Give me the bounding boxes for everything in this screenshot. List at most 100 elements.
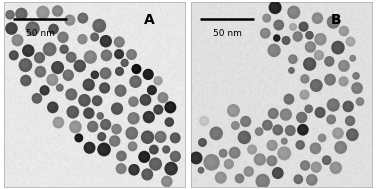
Circle shape: [99, 118, 112, 132]
Circle shape: [196, 166, 206, 175]
Circle shape: [127, 140, 139, 153]
Circle shape: [240, 133, 247, 141]
Circle shape: [294, 33, 300, 39]
Circle shape: [247, 144, 257, 155]
Circle shape: [279, 107, 293, 122]
Circle shape: [26, 21, 40, 36]
Circle shape: [58, 43, 70, 55]
Circle shape: [321, 154, 333, 167]
Circle shape: [128, 141, 138, 151]
Text: 50 nm: 50 nm: [212, 29, 241, 38]
Circle shape: [165, 117, 174, 127]
Circle shape: [226, 161, 231, 167]
Circle shape: [91, 70, 99, 79]
Circle shape: [95, 21, 103, 29]
Circle shape: [34, 52, 45, 64]
Circle shape: [115, 67, 124, 76]
Circle shape: [50, 60, 65, 75]
Circle shape: [83, 107, 94, 119]
Circle shape: [312, 49, 325, 62]
Circle shape: [280, 35, 292, 46]
Circle shape: [201, 118, 206, 123]
Circle shape: [279, 136, 289, 146]
Circle shape: [92, 72, 97, 77]
Circle shape: [79, 15, 85, 21]
Circle shape: [84, 50, 97, 64]
Circle shape: [291, 24, 295, 29]
Circle shape: [227, 145, 242, 160]
Circle shape: [22, 44, 35, 57]
Circle shape: [326, 14, 341, 30]
Circle shape: [78, 94, 91, 107]
Text: 50 nm: 50 nm: [26, 29, 55, 38]
Circle shape: [192, 154, 199, 161]
Circle shape: [20, 75, 32, 86]
Circle shape: [300, 23, 306, 29]
Circle shape: [100, 48, 113, 62]
Circle shape: [326, 114, 336, 125]
Circle shape: [164, 162, 178, 176]
Circle shape: [4, 21, 19, 36]
Circle shape: [324, 157, 329, 163]
Circle shape: [252, 152, 267, 167]
Circle shape: [330, 39, 346, 56]
Circle shape: [309, 78, 324, 93]
Circle shape: [300, 160, 310, 171]
Circle shape: [141, 153, 147, 160]
Circle shape: [242, 165, 255, 178]
Circle shape: [298, 114, 305, 120]
Circle shape: [233, 172, 246, 185]
Circle shape: [262, 120, 273, 131]
Circle shape: [8, 24, 14, 31]
Circle shape: [100, 67, 112, 79]
Circle shape: [64, 87, 79, 102]
Circle shape: [254, 153, 266, 166]
Circle shape: [53, 117, 64, 129]
Circle shape: [156, 91, 170, 104]
Circle shape: [308, 141, 323, 156]
Circle shape: [59, 44, 69, 54]
Circle shape: [246, 168, 251, 174]
Circle shape: [264, 15, 269, 20]
Circle shape: [114, 36, 125, 48]
Circle shape: [282, 92, 296, 106]
Circle shape: [149, 157, 162, 171]
Circle shape: [99, 34, 113, 49]
Circle shape: [142, 96, 148, 103]
Circle shape: [282, 36, 291, 45]
Circle shape: [155, 131, 167, 143]
Circle shape: [314, 15, 320, 21]
Circle shape: [212, 129, 219, 137]
Circle shape: [76, 33, 89, 46]
Circle shape: [326, 97, 341, 113]
Circle shape: [272, 167, 284, 179]
Circle shape: [323, 72, 337, 87]
Circle shape: [102, 121, 108, 127]
Circle shape: [299, 90, 309, 100]
Circle shape: [113, 126, 119, 132]
Circle shape: [68, 91, 74, 97]
Circle shape: [159, 94, 165, 100]
Circle shape: [353, 84, 360, 91]
Circle shape: [11, 52, 16, 58]
Circle shape: [49, 104, 56, 110]
Circle shape: [198, 115, 211, 127]
Circle shape: [264, 122, 270, 128]
Circle shape: [83, 78, 95, 91]
Circle shape: [86, 144, 92, 151]
Circle shape: [39, 85, 50, 96]
Circle shape: [318, 134, 326, 142]
Circle shape: [65, 51, 78, 64]
Circle shape: [337, 143, 344, 150]
Circle shape: [233, 123, 238, 128]
Circle shape: [280, 149, 288, 157]
Circle shape: [92, 19, 106, 33]
Circle shape: [164, 101, 176, 113]
Circle shape: [89, 69, 100, 80]
Circle shape: [130, 63, 143, 75]
Circle shape: [284, 124, 297, 137]
Circle shape: [77, 93, 92, 108]
Circle shape: [239, 115, 253, 129]
Circle shape: [120, 58, 130, 68]
Circle shape: [268, 142, 275, 148]
